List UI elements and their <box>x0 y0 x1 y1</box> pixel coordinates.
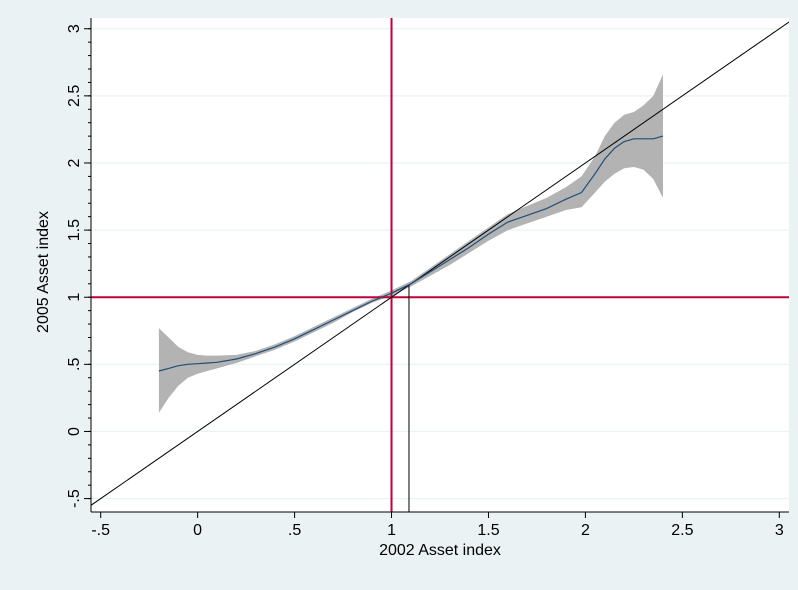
y-tick-label: 0 <box>66 427 83 436</box>
x-tick-label: 1.5 <box>477 522 499 539</box>
x-tick-label: 2 <box>581 522 590 539</box>
y-tick-label: 2.5 <box>66 85 83 107</box>
x-axis-title: 2002 Asset index <box>379 542 501 559</box>
y-tick-label: 2 <box>66 158 83 167</box>
x-tick-label: 2.5 <box>671 522 693 539</box>
x-tick-label: 1 <box>387 522 396 539</box>
diagonal-reference-line <box>91 21 789 506</box>
x-tick-label: 0 <box>193 522 202 539</box>
x-tick-label: -.5 <box>91 522 110 539</box>
y-tick-label: 3 <box>66 24 83 33</box>
fitted-line <box>158 135 664 372</box>
y-tick-label: 1.5 <box>66 219 83 241</box>
y-axis-title: 2005 Asset index <box>35 211 52 333</box>
y-tick-label: .5 <box>66 358 83 371</box>
axes: -.5 0 .5 1 1.5 2 2.5 3 -.5 0 .5 1 1.5 2 2.5 3 <box>66 18 789 539</box>
plot-content <box>91 18 789 512</box>
x-tick-label: 3 <box>775 522 784 539</box>
y-tick-label: -.5 <box>66 489 83 508</box>
x-tick-label: .5 <box>288 522 301 539</box>
y-tick-label: 1 <box>66 293 83 302</box>
plot-area <box>91 18 789 512</box>
